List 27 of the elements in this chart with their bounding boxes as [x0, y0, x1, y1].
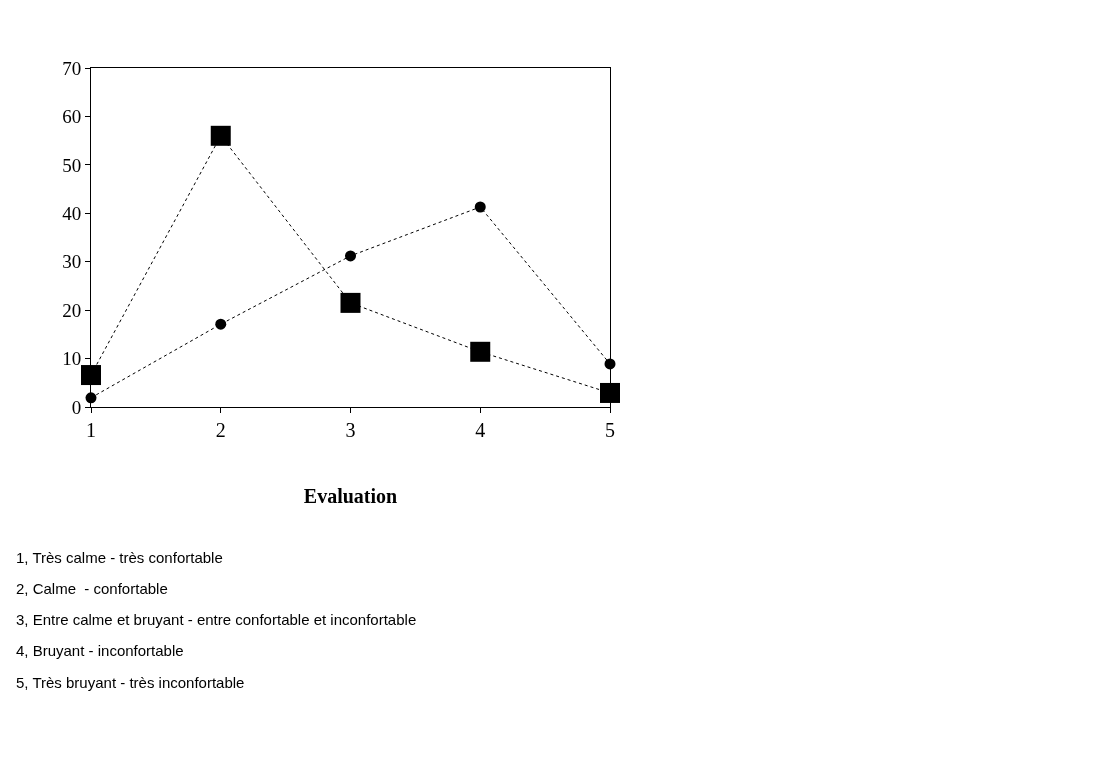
point — [215, 318, 227, 330]
text: 1, Très calme - très confortable — [16, 549, 223, 566]
y-tick-label: 30 — [62, 251, 82, 273]
point — [210, 125, 231, 146]
y-tick-label: 50 — [62, 154, 82, 176]
y-tick-label: 40 — [62, 202, 82, 224]
y-tick-label: 60 — [62, 106, 82, 128]
x-tick-label: 2 — [215, 419, 226, 441]
point — [345, 250, 356, 262]
text: 3, Entre calme et bruyant - entre confortable et inconfortable — [16, 611, 417, 628]
x-tick-label: 4 — [475, 419, 486, 441]
text: 4, Bruyant - inconfortable — [16, 642, 184, 659]
point — [600, 382, 620, 403]
point — [470, 341, 491, 362]
x-tick-label: 3 — [345, 419, 356, 441]
x-axis-title: Evaluation — [303, 484, 398, 507]
text: 2, Calme - confortable — [16, 580, 168, 597]
x-tick-label: 5 — [605, 419, 615, 441]
point — [474, 201, 486, 213]
point — [81, 365, 101, 386]
x-tick-label: 1 — [86, 419, 96, 441]
y-tick-label: 0 — [71, 396, 82, 418]
text: 5, Très bruyant - très inconfortable — [16, 674, 245, 691]
y-tick-label: 10 — [62, 348, 82, 370]
y-tick-label: 20 — [62, 299, 82, 321]
y-tick-label: 70 — [62, 57, 82, 79]
point — [340, 292, 361, 313]
